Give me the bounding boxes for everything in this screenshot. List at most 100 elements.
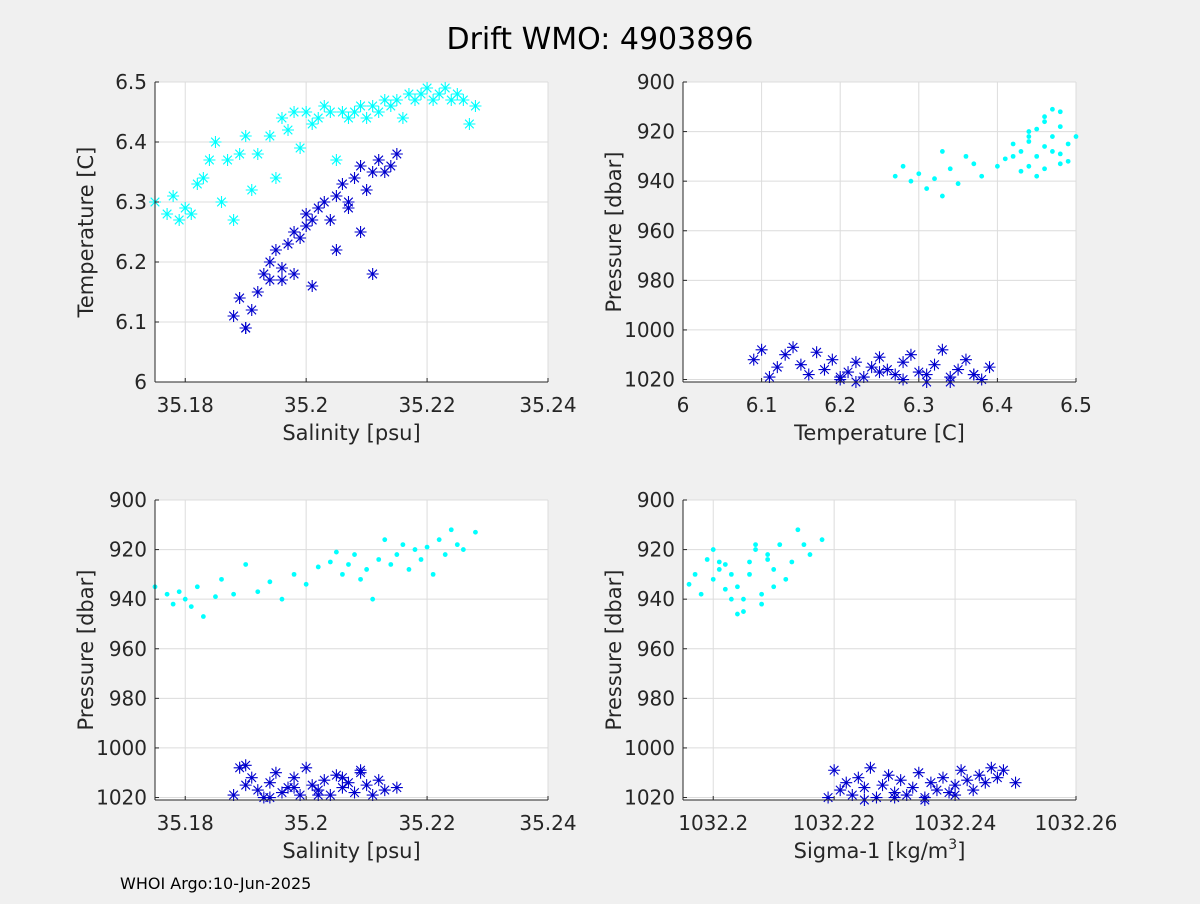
y-tick-label: 6.4 — [115, 130, 147, 154]
data-point — [795, 527, 801, 533]
data-point — [300, 761, 313, 774]
data-point — [834, 371, 847, 384]
data-point — [834, 784, 847, 797]
data-point — [366, 100, 379, 112]
data-point — [394, 552, 400, 557]
data-point — [176, 589, 182, 595]
data-point — [828, 764, 841, 777]
plot-area — [683, 500, 1076, 800]
data-point — [233, 761, 246, 774]
y-tick-label: 960 — [109, 637, 147, 661]
x-tick-label: 35.24 — [519, 393, 576, 417]
y-tick-label: 1000 — [624, 736, 675, 760]
data-point — [370, 596, 376, 602]
x-tick-label: 1032.24 — [914, 811, 997, 835]
data-point — [406, 567, 412, 572]
x-tick-label: 35.2 — [284, 811, 329, 835]
data-point — [348, 786, 361, 799]
y-tick-label: 900 — [109, 488, 147, 512]
data-point — [263, 274, 276, 286]
data-point — [979, 173, 985, 179]
data-point — [876, 779, 889, 792]
data-point — [291, 571, 297, 577]
data-point — [257, 268, 270, 280]
data-point — [454, 542, 460, 548]
x-tick-label: 6.4 — [981, 393, 1013, 417]
data-point — [282, 238, 295, 250]
data-point — [300, 220, 313, 232]
data-point — [892, 173, 898, 179]
data-point — [1042, 144, 1047, 149]
data-point — [473, 529, 478, 535]
y-tick-label: 920 — [109, 538, 147, 562]
data-point — [400, 542, 406, 548]
data-point — [433, 88, 446, 100]
subplot-1: 35.18 35.2 35.22 35.24 6 6.1 6.2 6.3 6.4 6.5 Salin… — [74, 70, 577, 445]
data-point — [1002, 156, 1008, 162]
data-point — [787, 341, 800, 354]
data-point — [983, 361, 996, 374]
data-point — [269, 244, 282, 256]
data-point — [312, 789, 325, 802]
data-point — [819, 537, 825, 543]
data-point — [360, 184, 373, 196]
data-point — [263, 791, 276, 804]
y-tick-label: 6.1 — [115, 310, 147, 334]
data-point — [318, 774, 331, 787]
data-point — [173, 214, 186, 226]
data-point — [191, 178, 204, 190]
x-tick-label: 6 — [677, 393, 690, 417]
x-axis-label-suffix: ] — [957, 839, 965, 863]
data-point — [939, 149, 945, 154]
data-point — [188, 604, 194, 610]
data-point — [372, 774, 385, 787]
data-point — [318, 100, 331, 112]
data-point — [722, 562, 728, 567]
data-point — [354, 226, 367, 238]
data-point — [239, 759, 252, 772]
x-tick-label: 35.18 — [157, 393, 214, 417]
data-point — [231, 591, 237, 597]
data-point — [975, 373, 988, 386]
y-tick-label: 900 — [637, 488, 675, 512]
data-point — [360, 779, 373, 792]
data-point — [1026, 129, 1032, 134]
data-point — [330, 244, 343, 256]
data-point — [759, 591, 764, 597]
data-point — [963, 153, 969, 159]
data-point — [818, 363, 831, 376]
data-point — [469, 100, 482, 112]
data-point — [955, 764, 968, 777]
data-point — [330, 154, 343, 166]
data-point — [378, 94, 391, 106]
data-point — [412, 547, 418, 552]
data-point — [1042, 114, 1047, 120]
data-point — [376, 557, 382, 562]
data-point — [908, 178, 914, 184]
x-tick-label: 35.18 — [157, 811, 214, 835]
data-point — [360, 112, 373, 124]
data-point — [348, 172, 361, 184]
data-point — [735, 611, 740, 617]
data-point — [324, 789, 337, 802]
data-point — [342, 776, 355, 789]
data-point — [1034, 173, 1040, 179]
data-point — [269, 172, 282, 184]
y-tick-label: 6.5 — [115, 70, 147, 94]
data-point — [1010, 153, 1016, 159]
data-point — [275, 274, 288, 286]
x-tick-label: 1032.22 — [793, 811, 876, 835]
data-point — [716, 567, 722, 572]
data-point — [333, 549, 339, 555]
data-point — [418, 557, 424, 562]
data-point — [366, 789, 379, 802]
data-point — [227, 214, 240, 226]
data-point — [789, 559, 795, 565]
data-point — [221, 154, 234, 166]
data-point — [852, 771, 865, 784]
data-point — [179, 202, 192, 214]
y-tick-label: 1020 — [624, 368, 675, 392]
data-point — [936, 343, 949, 356]
data-point — [306, 779, 319, 792]
x-tick-label: 1032.26 — [1035, 811, 1118, 835]
